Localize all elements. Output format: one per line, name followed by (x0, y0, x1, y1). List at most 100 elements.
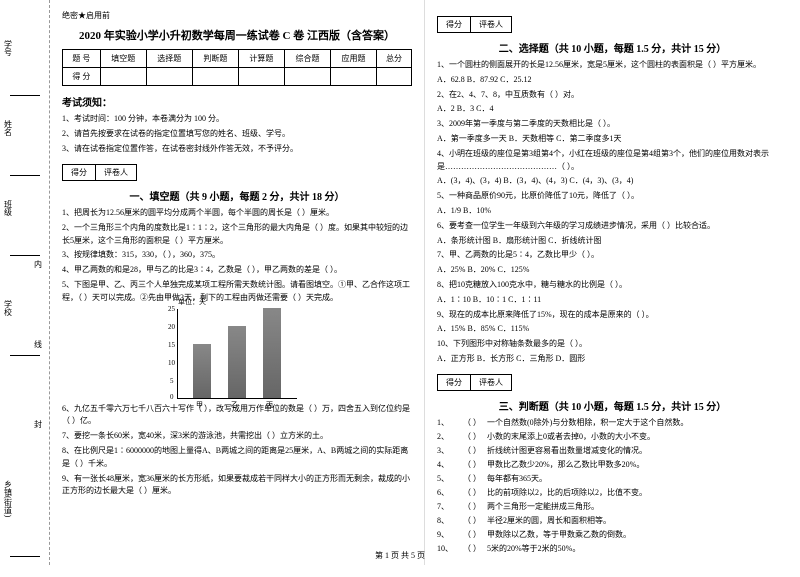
tf-text: 半径2厘米的圆，周长和面积相等。 (487, 515, 788, 527)
score-label: 得分 (438, 375, 471, 390)
question: 4、甲乙两数的和是28，甲与乙的比是3∶4，乙数是（ ），甲乙两数的差是（ ）。 (62, 264, 412, 277)
margin-box (10, 56, 40, 96)
margin-label-name: 姓名 (3, 120, 14, 136)
cat: 乙 (231, 400, 238, 410)
exam-title: 2020 年实验小学小升初数学每周一练试卷 C 卷 江西版（含答案） (62, 27, 412, 43)
content-area: 绝密★启用前 2020 年实验小学小升初数学每周一练试卷 C 卷 江西版（含答案… (50, 0, 800, 565)
tf-row: 5、（ ）每年都有365天。 (437, 473, 788, 485)
question: 8、把10克糖放入100克水中，糖与糖水的比例是（ ）。 (437, 279, 788, 292)
td (331, 68, 377, 86)
tf-text: 甲数除以乙数，等于甲数乘乙数的倒数。 (487, 529, 788, 541)
score-label: 得分 (63, 165, 96, 180)
tf-paren: （ ） (457, 445, 487, 457)
tf-paren: （ ） (457, 473, 487, 485)
notice-title: 考试须知： (62, 94, 412, 109)
score-table: 题 号 填空题 选择题 判断题 计算题 综合题 应用题 总分 得 分 (62, 49, 412, 86)
question: 1、一个圆柱的侧面展开的长是12.56厘米，宽是5厘米，这个圆柱的表面积是（ ）… (437, 59, 788, 72)
tf-text: 一个自然数(0除外)与分数相除，积一定大于这个自然数。 (487, 417, 788, 429)
tf-text: 每年都有365天。 (487, 473, 788, 485)
tf-row: 8、（ ）半径2厘米的圆，周长和面积相等。 (437, 515, 788, 527)
th: 题 号 (63, 50, 101, 68)
tf-num: 3、 (437, 445, 457, 457)
question: A．(3，4)、(3，4) B．(3，4)、(4，3) C．(4，3)、(3，4… (437, 175, 788, 188)
tf-num: 5、 (437, 473, 457, 485)
tf-num: 1、 (437, 417, 457, 429)
tf-paren: （ ） (457, 501, 487, 513)
tf-text: 两个三角形一定能拼成三角形。 (487, 501, 788, 513)
question: 4、小明在班级的座位是第3组第4个，小红在班级的座位是第4组第3个，他们的座位用… (437, 148, 788, 174)
tf-num: 8、 (437, 515, 457, 527)
section-fill-title: 一、填空题（共 9 小题，每题 2 分，共计 18 分） (62, 188, 412, 203)
notice-item: 1、考试时间：100 分钟，本卷满分为 100 分。 (62, 113, 412, 125)
binding-margin: 学号 姓名 班级 学校 乡镇(街道) 内 线 封 (0, 0, 50, 565)
left-column: 绝密★启用前 2020 年实验小学小升初数学每周一练试卷 C 卷 江西版（含答案… (50, 0, 425, 565)
question: 9、有一张长48厘米，宽36厘米的长方形纸，如果要裁成若干同样大小的正方形而无剩… (62, 473, 412, 499)
question: A．1∶10 B．10∶1 C．1∶11 (437, 294, 788, 307)
table-row: 得 分 (63, 68, 412, 86)
tf-list: 1、（ ）一个自然数(0除外)与分数相除，积一定大于这个自然数。2、（ ）小数的… (437, 417, 788, 555)
tf-paren: （ ） (457, 459, 487, 471)
question: 2、一个三角形三个内角的度数比是1∶1∶2，这个三角形的最大内角是（ ）度。如果… (62, 222, 412, 248)
tf-num: 9、 (437, 529, 457, 541)
chart-ylabel: 单位：天 (178, 297, 206, 307)
question: 10、下列图形中对称轴条数最多的是（ ）。 (437, 338, 788, 351)
margin-label-class: 班级 (3, 200, 14, 216)
question: 3、按规律填数：315，330，（ ），360，375。 (62, 249, 412, 262)
question: 5、一种商品原价90元，比原价降低了10元，降低了（ ）。 (437, 190, 788, 203)
question: 6、要考查一位学生一年级到六年级的学习成绩进步情况，采用（ ）比较合适。 (437, 220, 788, 233)
margin-label-school: 学校 (3, 300, 14, 316)
tf-num: 10、 (437, 543, 457, 555)
reviewer-label: 评卷人 (96, 165, 136, 180)
question: 5、下图是甲、乙、丙三个人单独完成某项工程所需天数统计图。请看图填空。①甲、乙合… (62, 279, 412, 305)
tf-row: 7、（ ）两个三角形一定能拼成三角形。 (437, 501, 788, 513)
reviewer-label: 评卷人 (471, 375, 511, 390)
margin-box (10, 216, 40, 256)
score-bar: 得分 评卷人 (437, 374, 512, 391)
question: 2、在2、4、7、8，中互质数有（ ）对。 (437, 89, 788, 102)
margin-label-town: 乡镇(街道) (3, 480, 14, 517)
tf-row: 1、（ ）一个自然数(0除外)与分数相除，积一定大于这个自然数。 (437, 417, 788, 429)
tf-num: 6、 (437, 487, 457, 499)
table-row: 题 号 填空题 选择题 判断题 计算题 综合题 应用题 总分 (63, 50, 412, 68)
bar-yi (228, 326, 246, 398)
td (146, 68, 192, 86)
notice-item: 3、请在试卷指定位置作答，在试卷密封线外作答无效，不予评分。 (62, 143, 412, 155)
td (100, 68, 146, 86)
tf-text: 5米的20%等于2米的50%。 (487, 543, 788, 555)
th: 判断题 (192, 50, 238, 68)
tf-row: 9、（ ）甲数除以乙数，等于甲数乘乙数的倒数。 (437, 529, 788, 541)
bar-bing (263, 308, 281, 398)
question: A．条形统计图 B．扇形统计图 C．折线统计图 (437, 235, 788, 248)
confidential-label: 绝密★启用前 (62, 10, 412, 21)
tf-text: 甲数比乙数少20%，那么乙数比甲数多20%。 (487, 459, 788, 471)
td (284, 68, 330, 86)
question: A．25% B．20% C．125% (437, 264, 788, 277)
tf-text: 比的前项除以2，比的后项除以2，比值不变。 (487, 487, 788, 499)
right-column: 得分 评卷人 二、选择题（共 10 小题，每题 1.5 分，共计 15 分） 1… (425, 0, 800, 565)
question: A．正方形 B．长方形 C．三角形 D．圆形 (437, 353, 788, 366)
seal-mark: 内 (33, 260, 44, 268)
section-choice-title: 二、选择题（共 10 小题，每题 1.5 分，共计 15 分） (437, 40, 788, 55)
page-footer: 第 1 页 共 5 页 (375, 550, 425, 561)
question: 7、要挖一条长60米，宽40米，深3米的游泳池，共需挖出（ ）立方米的土。 (62, 430, 412, 443)
tf-row: 2、（ ）小数的末尾添上0或者去掉0，小数的大小不变。 (437, 431, 788, 443)
question: 9、现在的成本比原来降低了15%，现在的成本是原来的（ ）。 (437, 309, 788, 322)
tf-row: 3、（ ）折线统计图更容易看出数量增减变化的情况。 (437, 445, 788, 457)
score-bar: 得分 评卷人 (62, 164, 137, 181)
margin-label-id: 学号 (3, 40, 14, 56)
notice-item: 2、请首先按要求在试卷的指定位置填写您的姓名、班级、学号。 (62, 128, 412, 140)
th: 总分 (377, 50, 412, 68)
tf-row: 4、（ ）甲数比乙数少20%，那么乙数比甲数多20%。 (437, 459, 788, 471)
margin-box (10, 517, 40, 557)
tf-num: 2、 (437, 431, 457, 443)
score-bar: 得分 评卷人 (437, 16, 512, 33)
question: 3、2009年第一季度与第二季度的天数相比是（ ）。 (437, 118, 788, 131)
section-tf-title: 三、判断题（共 10 小题，每题 1.5 分，共计 15 分） (437, 398, 788, 413)
cat: 丙 (266, 400, 273, 410)
td (377, 68, 412, 86)
tf-paren: （ ） (457, 431, 487, 443)
td (192, 68, 238, 86)
tf-num: 7、 (437, 501, 457, 513)
question: A．1/9 B．10% (437, 205, 788, 218)
tf-row: 10、（ ）5米的20%等于2米的50%。 (437, 543, 788, 555)
